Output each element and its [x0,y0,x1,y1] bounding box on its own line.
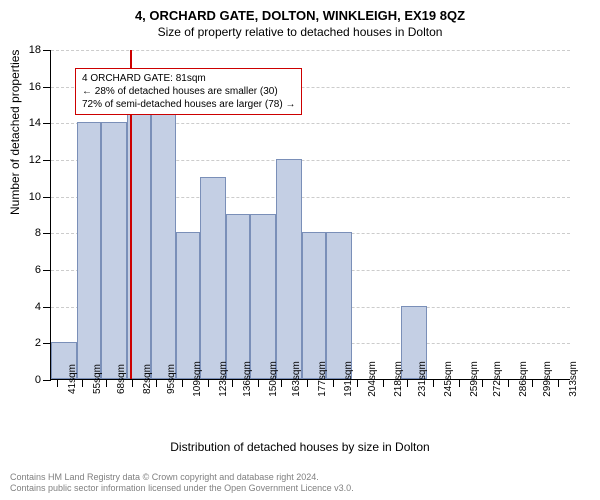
annotation-line3: 72% of semi-detached houses are larger (… [82,98,295,111]
x-tick-label: 123sqm [208,361,229,397]
histogram-bar [176,232,200,379]
footer-line2: Contains public sector information licen… [10,483,354,495]
x-tick-label: 41sqm [57,364,78,394]
page-subtitle: Size of property relative to detached ho… [0,23,600,39]
histogram-bar [302,232,326,379]
chart-plot-area: 02468101214161841sqm55sqm68sqm82sqm95sqm… [50,50,570,380]
y-tick-label: 6 [35,264,51,276]
y-axis-label: Number of detached properties [8,50,22,215]
chart-container: 4, ORCHARD GATE, DOLTON, WINKLEIGH, EX19… [0,0,600,500]
histogram-bar [250,214,276,379]
y-tick-label: 18 [29,44,51,56]
y-tick-label: 0 [35,374,51,386]
footer-line1: Contains HM Land Registry data © Crown c… [10,472,354,484]
annotation-line2: ← 28% of detached houses are smaller (30… [82,85,295,98]
gridline [51,50,570,51]
page-title: 4, ORCHARD GATE, DOLTON, WINKLEIGH, EX19… [0,0,600,23]
x-tick-label: 218sqm [383,361,404,397]
y-tick-label: 14 [29,117,51,129]
x-tick-label: 163sqm [281,361,302,397]
x-tick-label: 82sqm [132,364,153,394]
x-tick-label: 286sqm [508,361,529,397]
histogram-bar [151,104,177,379]
x-axis-label: Distribution of detached houses by size … [0,440,600,454]
x-tick-label: 150sqm [258,361,279,397]
histogram-bar [326,232,352,379]
y-tick-label: 16 [29,81,51,93]
x-tick-label: 136sqm [232,361,253,397]
footer-attribution: Contains HM Land Registry data © Crown c… [10,472,354,495]
y-tick-label: 8 [35,227,51,239]
y-tick-label: 10 [29,191,51,203]
x-tick-label: 109sqm [182,361,203,397]
annotation-box: 4 ORCHARD GATE: 81sqm ← 28% of detached … [75,68,302,115]
y-tick-label: 4 [35,301,51,313]
histogram-bar [276,159,302,379]
x-tick-label: 231sqm [407,361,428,397]
x-tick-label: 55sqm [82,364,103,394]
x-tick-label: 95sqm [156,364,177,394]
x-tick-label: 259sqm [459,361,480,397]
y-tick-label: 12 [29,154,51,166]
x-tick-label: 204sqm [357,361,378,397]
histogram-bar [200,177,226,379]
y-tick-label: 2 [35,337,51,349]
x-tick-label: 245sqm [433,361,454,397]
annotation-line1: 4 ORCHARD GATE: 81sqm [82,72,295,85]
histogram-bar [77,122,101,379]
x-tick-label: 272sqm [482,361,503,397]
histogram-bar [226,214,250,379]
x-tick-label: 68sqm [106,364,127,394]
histogram-bar [101,122,127,379]
x-tick-label: 177sqm [307,361,328,397]
x-tick-label: 191sqm [333,361,354,397]
x-tick-label: 313sqm [558,361,579,397]
x-tick-label: 299sqm [532,361,553,397]
